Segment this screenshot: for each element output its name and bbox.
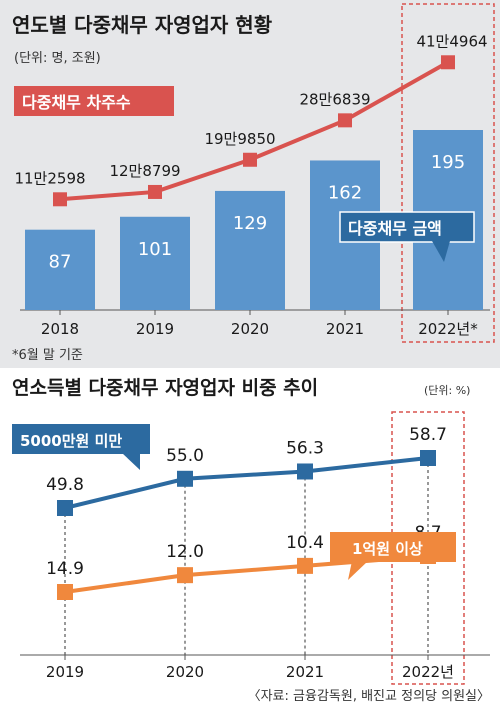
borrowers-point: [148, 184, 162, 199]
legend-high-income-box: [330, 532, 456, 562]
bar-value-label: 129: [233, 213, 267, 234]
legend-low-income-pointer: [122, 453, 140, 470]
legend-high-income: 1억원 이상: [330, 532, 456, 580]
borrowers-point: [243, 152, 257, 167]
legend-amount-pointer: [432, 241, 450, 262]
legend-borrowers-label: 다중채무 차주수: [22, 93, 131, 112]
legend-amount: 다중채무 금액: [339, 211, 475, 262]
bar-value-label: 195: [431, 152, 465, 173]
bottom-x-axis-ticks: 2019 2020 2021 2022년: [46, 655, 454, 681]
source-note: 〈자료: 금융감독원, 배진교 정의당 의원실〉: [248, 689, 490, 704]
bottom-chart-unit: (단위: %): [424, 384, 470, 397]
top-line: 11만2598 12만8799 19만9850 28만6839 41만4964: [14, 32, 488, 207]
borrowers-value-label: 11만2598: [14, 169, 85, 187]
bar-2018: [25, 229, 95, 310]
bar-value-label: 87: [49, 252, 72, 273]
borrowers-point: [53, 192, 67, 207]
high-income-point: [177, 567, 193, 584]
low-income-point: [57, 500, 73, 516]
top-tick-label: 2018: [41, 320, 79, 338]
legend-borrowers: 다중채무 차주수: [14, 86, 174, 116]
bottom-tick-label: 2022년: [402, 663, 454, 681]
borrowers-value-label: 12만8799: [109, 162, 180, 180]
top-tick-label: 2022년*: [418, 320, 478, 338]
low-income-point: [177, 470, 193, 487]
low-income-value-label: 49.8: [46, 475, 84, 495]
bar-value-label: 101: [138, 239, 172, 260]
bottom-tick-label: 2019: [46, 663, 84, 681]
low-income-value-label: 58.7: [409, 425, 447, 445]
bottom-tick-label: 2021: [286, 663, 324, 681]
low-income-value-label: 56.3: [286, 438, 324, 458]
top-highlight-box: [401, 3, 495, 343]
top-x-axis-ticks: 2018 2019 2020 2021 2022년*: [41, 310, 478, 338]
top-chart-title: 연도별 다중채무 자영업자 현황: [12, 13, 273, 37]
legend-low-income: 5000만원 미만: [12, 424, 150, 470]
bar-2020: [215, 190, 285, 310]
legend-amount-box: [339, 211, 475, 243]
legend-amount-label: 다중채무 금액: [348, 219, 442, 238]
top-tick-label: 2020: [231, 320, 269, 338]
legend-high-income-pointer: [348, 561, 368, 580]
bottom-chart: 연소득별 다중채무 자영업자 비중 추이 (단위: %) 49.8 55.0 56.…: [12, 377, 490, 704]
bottom-highlight-box: [391, 411, 465, 685]
low-income-point: [420, 450, 436, 466]
borrowers-value-label: 41만4964: [416, 32, 487, 50]
top-tick-label: 2019: [136, 320, 174, 338]
bar-value-label: 162: [328, 182, 362, 203]
bottom-tick-label: 2020: [166, 663, 204, 681]
legend-borrowers-box: [14, 86, 174, 116]
low-income-point: [297, 463, 313, 480]
top-tick-label: 2021: [326, 320, 364, 338]
high-income-point: [297, 557, 313, 574]
high-income-point: [57, 584, 73, 600]
high-income-value-label: 10.4: [286, 533, 324, 553]
legend-high-income-label: 1억원 이상: [352, 540, 423, 558]
borrowers-value-label: 19만9850: [204, 130, 275, 148]
borrowers-point: [338, 113, 352, 128]
top-footnote: *6월 말 기준: [12, 348, 83, 363]
high-income-value-label: 14.9: [46, 559, 84, 579]
legend-low-income-box: [12, 424, 150, 454]
high-income-value-label: 12.0: [166, 542, 204, 562]
borrowers-point: [441, 55, 455, 70]
low-income-value-label: 55.0: [166, 446, 204, 466]
bar-2019: [120, 216, 190, 310]
legend-low-income-label: 5000만원 미만: [20, 432, 122, 450]
top-chart: 연도별 다중채무 자영업자 현황 (단위: 명, 조원) 87 101 129 162…: [0, 0, 500, 368]
top-chart-subtitle: (단위: 명, 조원): [14, 51, 101, 66]
low-income-line: [64, 456, 429, 510]
borrowers-value-label: 28만6839: [299, 90, 370, 108]
bottom-chart-title: 연소득별 다중채무 자영업자 비중 추이: [12, 377, 318, 399]
